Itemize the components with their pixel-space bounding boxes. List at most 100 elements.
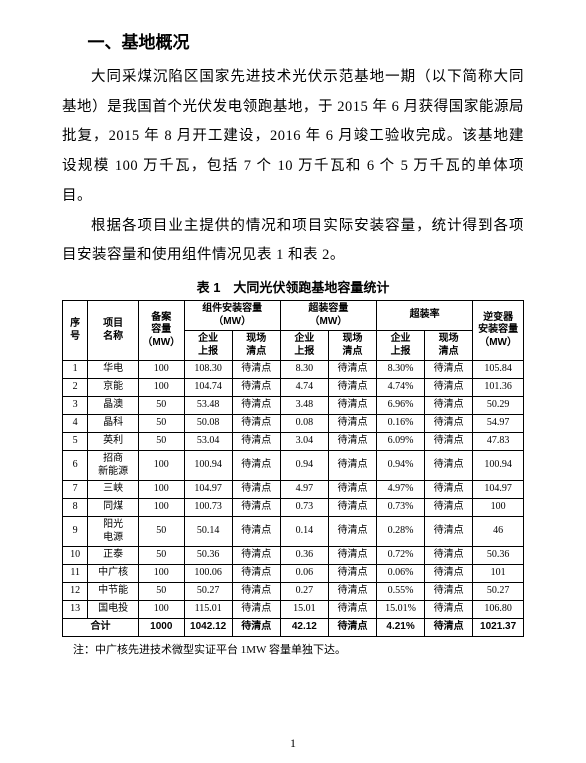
th-rate-rep: 企业上报	[377, 331, 425, 361]
cell-rate_site: 待清点	[425, 433, 473, 451]
cell-idx: 3	[63, 397, 88, 415]
cell-rate_site: 待清点	[425, 397, 473, 415]
cell-name: 晶科	[88, 415, 139, 433]
table-row: 9阳光电源5050.14待清点0.14待清点0.28%待清点46	[63, 517, 524, 547]
cell-rate_site: 待清点	[425, 517, 473, 547]
cell-idx: 7	[63, 481, 88, 499]
table-row: 3晶澳5053.48待清点3.48待清点6.96%待清点50.29	[63, 397, 524, 415]
cell-rate_site: 待清点	[425, 415, 473, 433]
cell-name: 中节能	[88, 583, 139, 601]
cell-idx: 9	[63, 517, 88, 547]
cell-comp_rep: 50.14	[184, 517, 232, 547]
paragraph-1: 大同采煤沉陷区国家先进技术光伏示范基地一期（以下简称大同基地）是我国首个光伏发电…	[62, 63, 524, 212]
th-rate-site: 现场清点	[425, 331, 473, 361]
cell-over_site: 待清点	[328, 583, 376, 601]
section-title: 一、基地概况	[62, 28, 524, 53]
cell-over_site: 待清点	[328, 397, 376, 415]
cell-over_site: 待清点	[328, 601, 376, 619]
cell-rate_site: 待清点	[425, 601, 473, 619]
cell-over_rep: 3.04	[280, 433, 328, 451]
cell-sum-over_site: 待清点	[328, 619, 376, 637]
table-row: 2京能100104.74待清点4.74待清点4.74%待清点101.36	[63, 379, 524, 397]
cell-name: 华电	[88, 361, 139, 379]
cell-over_rep: 0.27	[280, 583, 328, 601]
cell-comp_rep: 50.08	[184, 415, 232, 433]
cell-comp_site: 待清点	[232, 481, 280, 499]
cell-sum-plan: 1000	[138, 619, 184, 637]
th-comp-rep: 企业上报	[184, 331, 232, 361]
cell-name: 晶澳	[88, 397, 139, 415]
th-over-rep: 企业上报	[280, 331, 328, 361]
cell-name: 中广核	[88, 565, 139, 583]
cell-sum-inv: 1021.37	[473, 619, 524, 637]
cell-inv: 101	[473, 565, 524, 583]
cell-plan: 100	[138, 601, 184, 619]
th-plan: 备案容量（MW）	[138, 301, 184, 361]
th-inv: 逆变器安装容量（MW）	[473, 301, 524, 361]
cell-plan: 50	[138, 415, 184, 433]
th-comp-site: 现场清点	[232, 331, 280, 361]
cell-rate_rep: 0.72%	[377, 547, 425, 565]
cell-comp_site: 待清点	[232, 433, 280, 451]
cell-inv: 47.83	[473, 433, 524, 451]
paragraph-2: 根据各项目业主提供的情况和项目实际安装容量，统计得到各项目安装容量和使用组件情况…	[62, 212, 524, 271]
cell-over_rep: 8.30	[280, 361, 328, 379]
cell-plan: 100	[138, 499, 184, 517]
cell-rate_rep: 6.96%	[377, 397, 425, 415]
cell-comp_site: 待清点	[232, 565, 280, 583]
cell-rate_rep: 8.30%	[377, 361, 425, 379]
capacity-table: 序号 项目名称 备案容量（MW） 组件安装容量（MW） 超装容量（MW） 超装率…	[62, 300, 524, 637]
cell-plan: 100	[138, 481, 184, 499]
cell-rate_rep: 0.94%	[377, 451, 425, 481]
cell-idx: 2	[63, 379, 88, 397]
cell-rate_rep: 0.16%	[377, 415, 425, 433]
cell-inv: 105.84	[473, 361, 524, 379]
th-over-group: 超装容量（MW）	[280, 301, 376, 331]
cell-plan: 50	[138, 397, 184, 415]
cell-name: 招商新能源	[88, 451, 139, 481]
cell-comp_site: 待清点	[232, 583, 280, 601]
cell-inv: 101.36	[473, 379, 524, 397]
cell-rate_site: 待清点	[425, 361, 473, 379]
cell-comp_rep: 104.74	[184, 379, 232, 397]
cell-inv: 100	[473, 499, 524, 517]
cell-idx: 4	[63, 415, 88, 433]
cell-comp_site: 待清点	[232, 451, 280, 481]
cell-inv: 100.94	[473, 451, 524, 481]
table-footnote: 注：中广核先进技术微型实证平台 1MW 容量单独下达。	[62, 641, 524, 657]
cell-rate_site: 待清点	[425, 451, 473, 481]
cell-comp_site: 待清点	[232, 547, 280, 565]
cell-plan: 100	[138, 565, 184, 583]
cell-over_rep: 4.97	[280, 481, 328, 499]
cell-comp_rep: 50.36	[184, 547, 232, 565]
cell-inv: 46	[473, 517, 524, 547]
cell-over_site: 待清点	[328, 547, 376, 565]
cell-inv: 54.97	[473, 415, 524, 433]
cell-plan: 50	[138, 583, 184, 601]
cell-rate_rep: 0.28%	[377, 517, 425, 547]
cell-sum-label: 合计	[63, 619, 139, 637]
cell-idx: 11	[63, 565, 88, 583]
cell-comp_rep: 100.94	[184, 451, 232, 481]
th-rate-group: 超装率	[377, 301, 473, 331]
cell-comp_rep: 108.30	[184, 361, 232, 379]
cell-comp_rep: 50.27	[184, 583, 232, 601]
cell-idx: 8	[63, 499, 88, 517]
cell-over_rep: 0.14	[280, 517, 328, 547]
cell-over_rep: 0.06	[280, 565, 328, 583]
cell-over_rep: 0.08	[280, 415, 328, 433]
cell-comp_site: 待清点	[232, 601, 280, 619]
cell-rate_site: 待清点	[425, 481, 473, 499]
table-row: 8同煤100100.73待清点0.73待清点0.73%待清点100	[63, 499, 524, 517]
cell-idx: 12	[63, 583, 88, 601]
cell-plan: 50	[138, 433, 184, 451]
cell-rate_site: 待清点	[425, 565, 473, 583]
cell-idx: 13	[63, 601, 88, 619]
cell-comp_site: 待清点	[232, 499, 280, 517]
th-idx: 序号	[63, 301, 88, 361]
table-row: 6招商新能源100100.94待清点0.94待清点0.94%待清点100.94	[63, 451, 524, 481]
cell-rate_site: 待清点	[425, 583, 473, 601]
table-caption: 表 1 大同光伏领跑基地容量统计	[62, 277, 524, 296]
th-name: 项目名称	[88, 301, 139, 361]
cell-over_rep: 0.73	[280, 499, 328, 517]
